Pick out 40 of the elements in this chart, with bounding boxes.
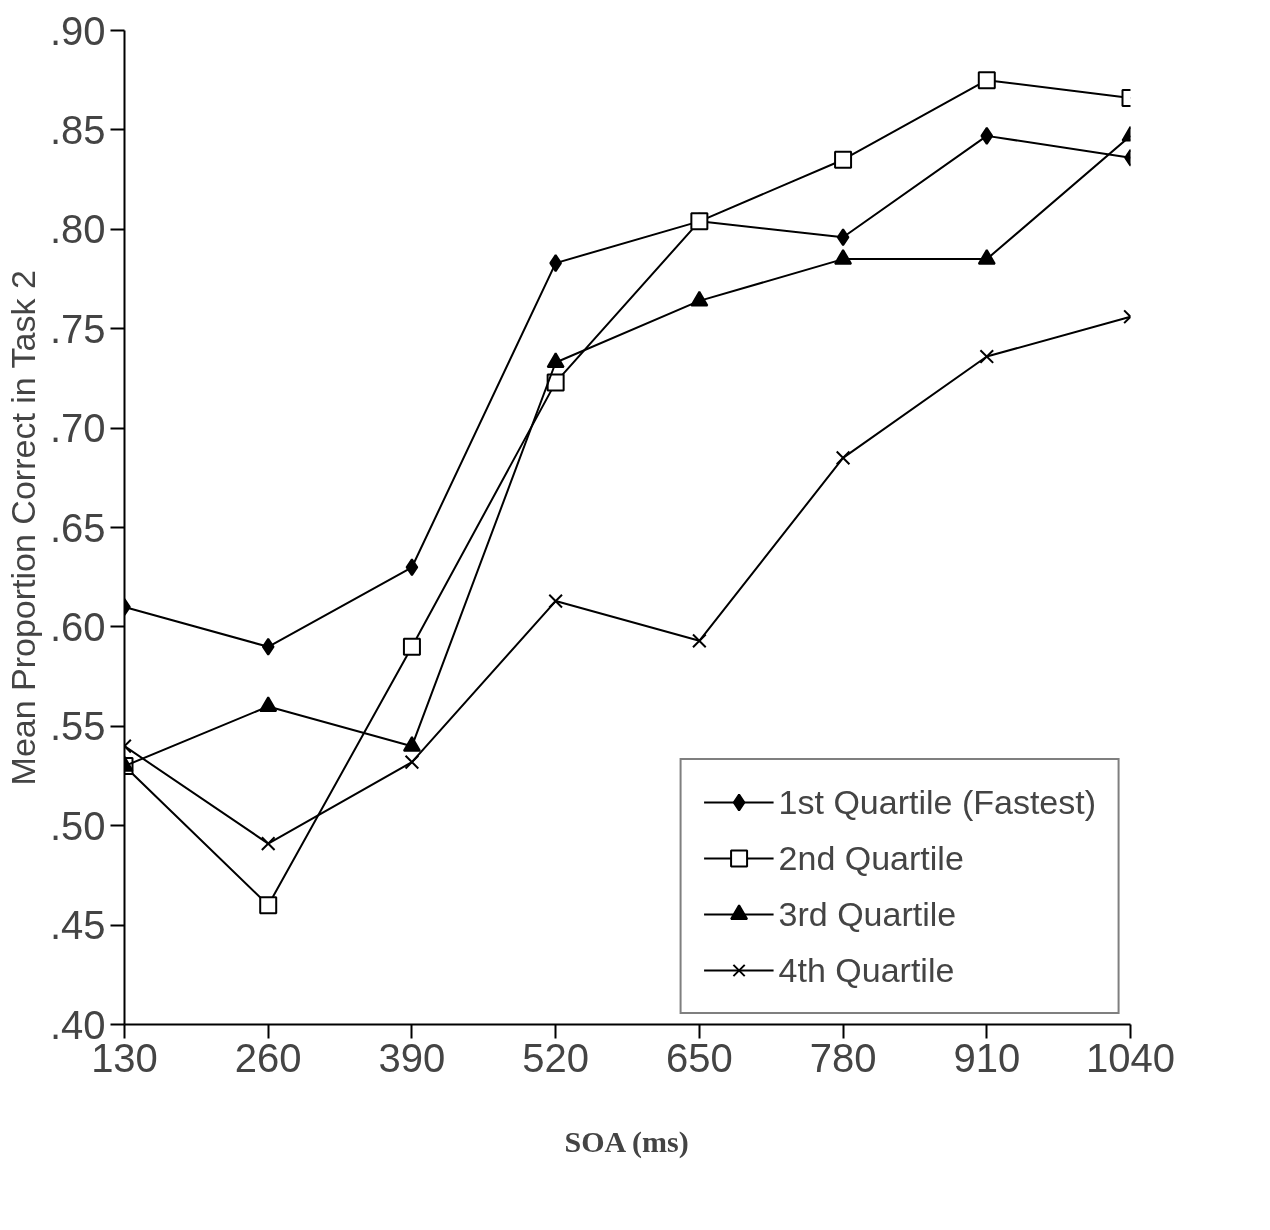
legend-label: 3rd Quartile — [778, 894, 957, 934]
point — [546, 352, 565, 369]
point — [980, 126, 994, 145]
y-axis-title: Mean Proportion Correct in Task 2 — [3, 270, 42, 786]
y-tick-label: .60 — [49, 604, 106, 649]
y-tick-label: .90 — [49, 8, 106, 53]
point — [977, 71, 996, 90]
point — [546, 373, 565, 392]
x-tick-label: 780 — [809, 1035, 877, 1080]
point — [691, 633, 707, 649]
point — [835, 450, 851, 466]
y-tick-label: .55 — [49, 704, 106, 749]
point — [260, 836, 276, 851]
legend-label: 4th Quartile — [778, 950, 955, 990]
x-tick-label: 650 — [665, 1035, 733, 1080]
point — [404, 754, 420, 770]
y-tick-label: .45 — [49, 903, 106, 948]
point — [834, 150, 853, 169]
x-tick-label: 260 — [234, 1035, 302, 1080]
y-tick-label: .80 — [49, 207, 106, 252]
x-tick-label: 910 — [953, 1035, 1021, 1080]
y-tick-label: .65 — [49, 505, 106, 550]
point — [979, 349, 995, 364]
x-axis-title: SOA (ms) — [564, 1124, 689, 1159]
legend-label: 2nd Quartile — [778, 838, 964, 878]
x-tick-label: 390 — [378, 1035, 446, 1080]
y-tick-label: .70 — [49, 406, 106, 451]
point — [402, 637, 421, 656]
point — [259, 696, 278, 713]
point — [548, 593, 564, 609]
point — [405, 558, 419, 577]
y-tick-label: .50 — [49, 803, 106, 848]
legend-label: 1st Quartile (Fastest) — [778, 782, 1096, 822]
point — [259, 896, 278, 915]
x-tick-label: 1040 — [1086, 1035, 1175, 1080]
point — [836, 228, 850, 247]
x-tick-label: 520 — [522, 1035, 590, 1080]
y-tick-label: .75 — [49, 306, 106, 351]
point — [261, 637, 275, 656]
y-tick-label: .85 — [49, 107, 106, 152]
